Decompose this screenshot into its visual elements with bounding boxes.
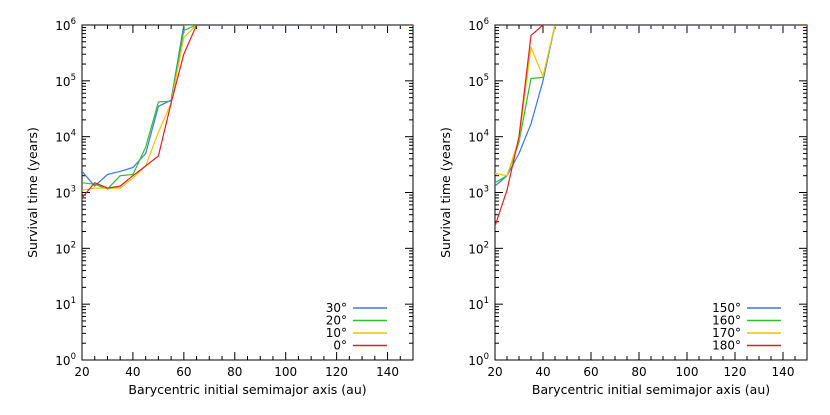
x-tick-label: 60 xyxy=(583,365,598,379)
y-tick-label: 105 xyxy=(468,73,489,89)
series-line xyxy=(495,25,807,227)
legend-label: 20° xyxy=(326,314,347,328)
x-tick-label: 40 xyxy=(535,365,550,379)
x-tick-label: 20 xyxy=(487,365,502,379)
x-tick-label: 120 xyxy=(325,365,348,379)
legend-label: 180° xyxy=(712,339,741,353)
y-axis-label: Survival time (years) xyxy=(438,127,453,258)
legend-label: 0° xyxy=(333,339,347,353)
y-tick-label: 102 xyxy=(55,240,76,256)
legend-label: 170° xyxy=(712,326,741,340)
plot-frame xyxy=(494,24,808,361)
right-chart-panel: 20 40 60 80 100 120 140 100 101 102 103 104 105 106 Ba… xyxy=(438,17,808,397)
x-tick-label: 140 xyxy=(376,365,399,379)
x-tick-label: 20 xyxy=(74,365,89,379)
y-tick-label: 106 xyxy=(468,17,489,33)
y-tick-label: 104 xyxy=(468,129,489,145)
y-tick-label: 103 xyxy=(468,185,489,201)
legend-label: 30° xyxy=(326,301,347,315)
x-tick-label: 60 xyxy=(176,365,191,379)
legend-label: 160° xyxy=(712,314,741,328)
x-tick-label: 120 xyxy=(724,365,747,379)
y-tick-label: 105 xyxy=(55,73,76,89)
series-line xyxy=(82,25,413,187)
x-tick-label: 40 xyxy=(125,365,140,379)
x-tick-label: 100 xyxy=(676,365,699,379)
series-line xyxy=(82,25,413,191)
x-axis-label: Barycentric initial semimajor axis (au) xyxy=(532,382,770,397)
series-line xyxy=(495,25,807,187)
legend-label: 10° xyxy=(326,326,347,340)
x-tick-label: 140 xyxy=(772,365,795,379)
x-axis-label: Barycentric initial semimajor axis (au) xyxy=(128,382,366,397)
plot-frame xyxy=(81,24,414,361)
series-group xyxy=(495,25,807,227)
legend-label: 150° xyxy=(712,301,741,315)
y-tick-label: 102 xyxy=(468,240,489,256)
y-tick-label: 100 xyxy=(468,352,489,368)
left-chart-panel: 20 40 60 80 100 120 140 100 101 102 103 104 105 106 Ba… xyxy=(25,17,414,397)
x-tick-label: 80 xyxy=(227,365,242,379)
y-tick-label: 101 xyxy=(468,296,489,312)
series-line xyxy=(82,25,413,190)
series-line xyxy=(495,25,807,184)
y-axis-label: Survival time (years) xyxy=(25,127,40,258)
y-tick-label: 100 xyxy=(55,352,76,368)
x-tick-label: 100 xyxy=(274,365,297,379)
y-tick-label: 103 xyxy=(55,185,76,201)
x-tick-label: 80 xyxy=(631,365,646,379)
series-line xyxy=(82,25,413,199)
series-group xyxy=(82,25,413,199)
y-tick-label: 104 xyxy=(55,129,76,145)
y-tick-label: 101 xyxy=(55,296,76,312)
series-line xyxy=(495,25,807,177)
y-tick-label: 106 xyxy=(55,17,76,33)
